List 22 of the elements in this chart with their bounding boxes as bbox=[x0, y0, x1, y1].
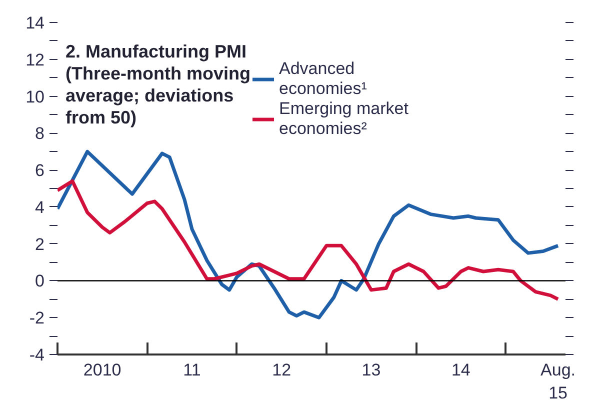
y-tick-label: 6 bbox=[35, 161, 45, 180]
x-tick-label: 11 bbox=[183, 360, 201, 380]
line-series bbox=[58, 150, 560, 320]
y-tick-label: 10 bbox=[26, 87, 45, 106]
y-tick-label: 4 bbox=[35, 198, 45, 217]
y-tick-label: 2 bbox=[35, 234, 45, 254]
x-tick-label: 13 bbox=[362, 360, 381, 380]
y-tick-label: 14 bbox=[26, 14, 45, 32]
legend-label: Emerging market economies² bbox=[279, 99, 408, 139]
y-tick-label: -4 bbox=[29, 346, 45, 364]
text: (Three-month moving average; deviations from 50) bbox=[66, 64, 250, 128]
line-series bbox=[58, 179, 560, 301]
x-tick-label: 12 bbox=[272, 360, 292, 380]
text: 2. Manufacturing PMI bbox=[66, 42, 247, 62]
x-tick-label: 2010 bbox=[83, 360, 122, 380]
legend-label: Advanced economies¹ bbox=[279, 59, 367, 99]
x-tick-label: 14 bbox=[451, 360, 470, 380]
x-tick-label: Aug. 15 bbox=[540, 360, 576, 402]
y-tick-label: -2 bbox=[29, 308, 45, 328]
y-tick-label: 0 bbox=[35, 272, 45, 291]
y-tick-label: 8 bbox=[35, 124, 45, 144]
y-tick-label: 12 bbox=[26, 50, 45, 70]
